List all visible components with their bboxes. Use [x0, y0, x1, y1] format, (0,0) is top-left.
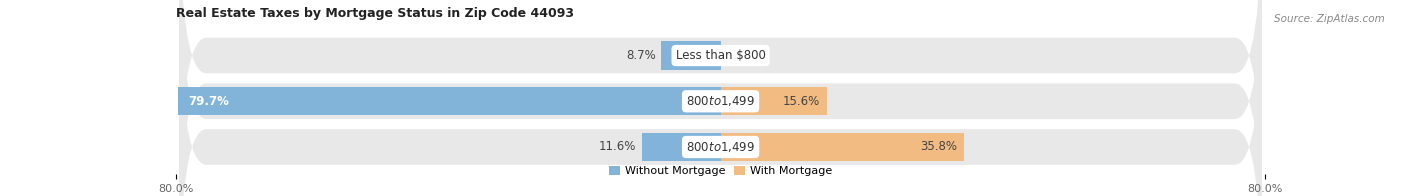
Text: $800 to $1,499: $800 to $1,499 [686, 94, 755, 108]
Text: 0.0%: 0.0% [725, 49, 755, 62]
Text: 35.8%: 35.8% [921, 141, 957, 153]
Text: Source: ZipAtlas.com: Source: ZipAtlas.com [1274, 14, 1385, 24]
Bar [177, 87, 721, 115]
Text: 79.7%: 79.7% [188, 95, 229, 108]
Text: 8.7%: 8.7% [626, 49, 655, 62]
Text: Less than $800: Less than $800 [676, 49, 765, 62]
FancyBboxPatch shape [179, 0, 1263, 196]
FancyBboxPatch shape [179, 0, 1263, 196]
Bar [721, 133, 965, 161]
Legend: Without Mortgage, With Mortgage: Without Mortgage, With Mortgage [609, 166, 832, 176]
Text: Real Estate Taxes by Mortgage Status in Zip Code 44093: Real Estate Taxes by Mortgage Status in … [176, 7, 574, 20]
Text: 15.6%: 15.6% [783, 95, 820, 108]
Bar [721, 87, 827, 115]
Bar [641, 133, 721, 161]
Text: $800 to $1,499: $800 to $1,499 [686, 140, 755, 154]
FancyBboxPatch shape [179, 0, 1263, 196]
Bar [661, 41, 721, 70]
Text: 11.6%: 11.6% [599, 141, 636, 153]
